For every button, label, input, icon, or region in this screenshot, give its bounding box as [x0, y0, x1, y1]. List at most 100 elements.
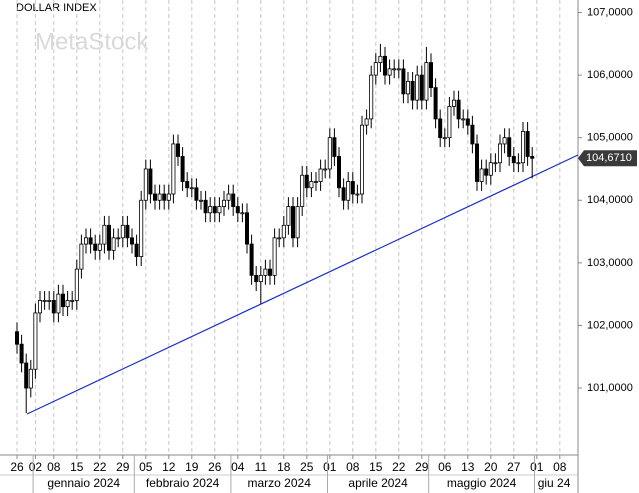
candle-body [125, 224, 130, 239]
candle-body [332, 137, 337, 157]
candle-body [272, 237, 277, 276]
candle-body [180, 156, 185, 182]
candle-body [295, 206, 300, 239]
candle-body [323, 168, 328, 171]
candle-body [410, 80, 415, 101]
candle-body [277, 237, 282, 240]
candle-body [235, 206, 240, 214]
candle-body [79, 243, 84, 270]
candle-body [24, 362, 29, 389]
candle-body [327, 137, 332, 170]
x-tick-label: 04 [231, 460, 245, 474]
candle-body [65, 300, 70, 308]
x-tick-label: 25 [300, 460, 314, 474]
candle-body [51, 300, 56, 314]
candle-body [281, 224, 286, 239]
month-label: marzo 2024 [248, 476, 312, 490]
candle-body [461, 118, 466, 121]
candle-body [470, 124, 475, 145]
candle-body [336, 156, 341, 189]
candle-body [208, 206, 213, 214]
x-tick-label: 01 [323, 460, 337, 474]
candle-body [474, 143, 479, 182]
candle-body [226, 193, 231, 201]
candle-body [309, 181, 314, 189]
candle-body [530, 156, 535, 159]
x-tick-label: 26 [208, 460, 222, 474]
candle-body [244, 212, 249, 245]
y-tick-label: 106,0000 [587, 69, 633, 81]
candle-body [102, 224, 107, 245]
x-tick-label: 29 [415, 460, 429, 474]
x-tick-label: 05 [139, 460, 153, 474]
candle-body [401, 68, 406, 95]
candle-body [120, 224, 125, 239]
chart-title: DOLLAR INDEX [16, 2, 97, 14]
candle-body [203, 199, 208, 214]
last-price-label: 104,6710 [586, 152, 632, 164]
candle-body [355, 193, 360, 196]
x-tick-label: 18 [277, 460, 291, 474]
candle-body [254, 274, 259, 283]
candle-body [97, 243, 102, 251]
x-tick-label: 08 [47, 460, 61, 474]
month-label: maggio 2024 [447, 476, 517, 490]
x-tick-label: 12 [162, 460, 176, 474]
candle-body [451, 99, 456, 107]
candle-body [139, 199, 144, 258]
candle-body [516, 162, 521, 165]
candle-body [525, 131, 530, 157]
candle-body [405, 80, 410, 95]
candle-body [14, 331, 19, 345]
month-label: gennaio 2024 [47, 476, 120, 490]
candle-body [111, 237, 116, 251]
candle-body [198, 199, 203, 202]
candle-body [359, 124, 364, 195]
candle-body [84, 237, 89, 245]
candle-body [249, 243, 254, 276]
last-price-tag [578, 150, 637, 167]
candle-body [392, 68, 397, 71]
candle-body [493, 162, 498, 165]
x-tick-label: 13 [461, 460, 475, 474]
candle-body [171, 143, 176, 195]
x-tick-label: 29 [116, 460, 130, 474]
y-tick-label: 104,0000 [587, 194, 633, 206]
x-tick-label: 26 [10, 460, 24, 474]
candle-body [341, 187, 346, 201]
candle-body [382, 55, 387, 76]
x-tick-label: 08 [346, 460, 360, 474]
candle-body [378, 55, 383, 63]
candle-body [318, 168, 323, 182]
candle-body [286, 206, 291, 226]
candle-body [28, 368, 33, 389]
candle-body [447, 105, 452, 139]
candle-body [189, 187, 194, 190]
candle-body [456, 99, 461, 120]
candle-body [70, 300, 75, 302]
y-tick-label: 107,0000 [587, 6, 633, 18]
candle-body [346, 181, 351, 201]
candle-body [507, 137, 512, 157]
candle-body [369, 74, 374, 120]
candle-body [175, 143, 180, 157]
x-tick-label: 08 [553, 460, 567, 474]
candle-body [33, 312, 38, 370]
candle-body [497, 143, 502, 164]
candle-body [231, 193, 236, 207]
candle-body [93, 243, 98, 251]
x-tick-label: 27 [507, 460, 521, 474]
x-tick-label: 19 [185, 460, 199, 474]
candle-body [267, 268, 272, 276]
y-tick-label: 103,0000 [587, 257, 633, 269]
candle-body [396, 68, 401, 71]
x-tick-label: 15 [369, 460, 383, 474]
watermark: MetaStock [35, 28, 149, 55]
candle-body [373, 62, 378, 76]
candle-body [290, 206, 295, 239]
candle-body [258, 274, 263, 283]
candle-body [304, 174, 309, 189]
candle-body [465, 118, 470, 126]
candle-body [107, 224, 112, 251]
candle-body [134, 243, 139, 258]
